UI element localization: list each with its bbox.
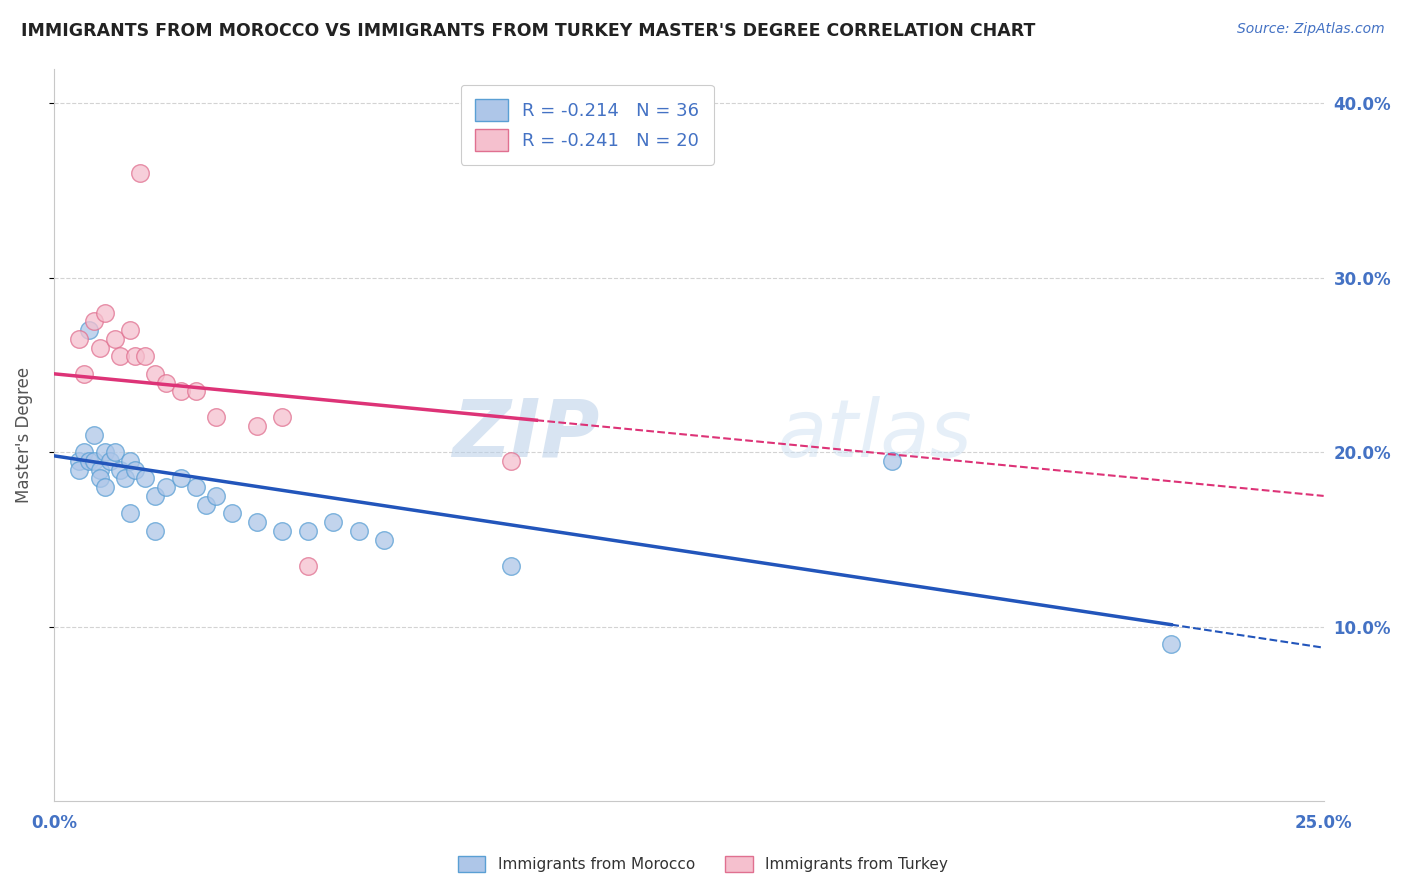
Point — [184, 384, 207, 399]
Legend: R = -0.214   N = 36, R = -0.241   N = 20: R = -0.214 N = 36, R = -0.241 N = 20 — [461, 85, 714, 165]
Point — [114, 471, 136, 485]
Point — [108, 463, 131, 477]
Point — [124, 350, 146, 364]
Point — [155, 376, 177, 390]
Point — [880, 454, 903, 468]
Point — [499, 558, 522, 573]
Point — [246, 515, 269, 529]
Point — [118, 454, 141, 468]
Point — [184, 480, 207, 494]
Point — [134, 350, 156, 364]
Point — [499, 454, 522, 468]
Point — [79, 454, 101, 468]
Point — [83, 428, 105, 442]
Point — [246, 419, 269, 434]
Text: Source: ZipAtlas.com: Source: ZipAtlas.com — [1237, 22, 1385, 37]
Point — [104, 445, 127, 459]
Point — [73, 445, 96, 459]
Point — [373, 533, 395, 547]
Point — [322, 515, 344, 529]
Point — [205, 410, 228, 425]
Point — [205, 489, 228, 503]
Point — [221, 507, 243, 521]
Point — [73, 367, 96, 381]
Point — [79, 323, 101, 337]
Point — [155, 480, 177, 494]
Text: ZIP: ZIP — [453, 396, 600, 474]
Point — [145, 524, 167, 538]
Point — [118, 507, 141, 521]
Point — [347, 524, 370, 538]
Legend: Immigrants from Morocco, Immigrants from Turkey: Immigrants from Morocco, Immigrants from… — [450, 848, 956, 880]
Point — [83, 454, 105, 468]
Point — [145, 489, 167, 503]
Point — [108, 350, 131, 364]
Point — [271, 524, 294, 538]
Point — [89, 471, 111, 485]
Point — [118, 323, 141, 337]
Point — [89, 341, 111, 355]
Point — [170, 384, 193, 399]
Point — [104, 332, 127, 346]
Point — [93, 445, 115, 459]
Point — [67, 454, 90, 468]
Point — [98, 454, 121, 468]
Point — [145, 367, 167, 381]
Text: IMMIGRANTS FROM MOROCCO VS IMMIGRANTS FROM TURKEY MASTER'S DEGREE CORRELATION CH: IMMIGRANTS FROM MOROCCO VS IMMIGRANTS FR… — [21, 22, 1035, 40]
Point — [89, 463, 111, 477]
Y-axis label: Master's Degree: Master's Degree — [15, 367, 32, 503]
Point — [134, 471, 156, 485]
Point — [124, 463, 146, 477]
Point — [93, 480, 115, 494]
Point — [83, 314, 105, 328]
Point — [170, 471, 193, 485]
Point — [67, 463, 90, 477]
Point — [271, 410, 294, 425]
Point — [1160, 637, 1182, 651]
Text: atlas: atlas — [778, 396, 973, 474]
Point — [297, 524, 319, 538]
Point — [93, 306, 115, 320]
Point — [67, 332, 90, 346]
Point — [129, 166, 152, 180]
Point — [297, 558, 319, 573]
Point — [195, 498, 218, 512]
